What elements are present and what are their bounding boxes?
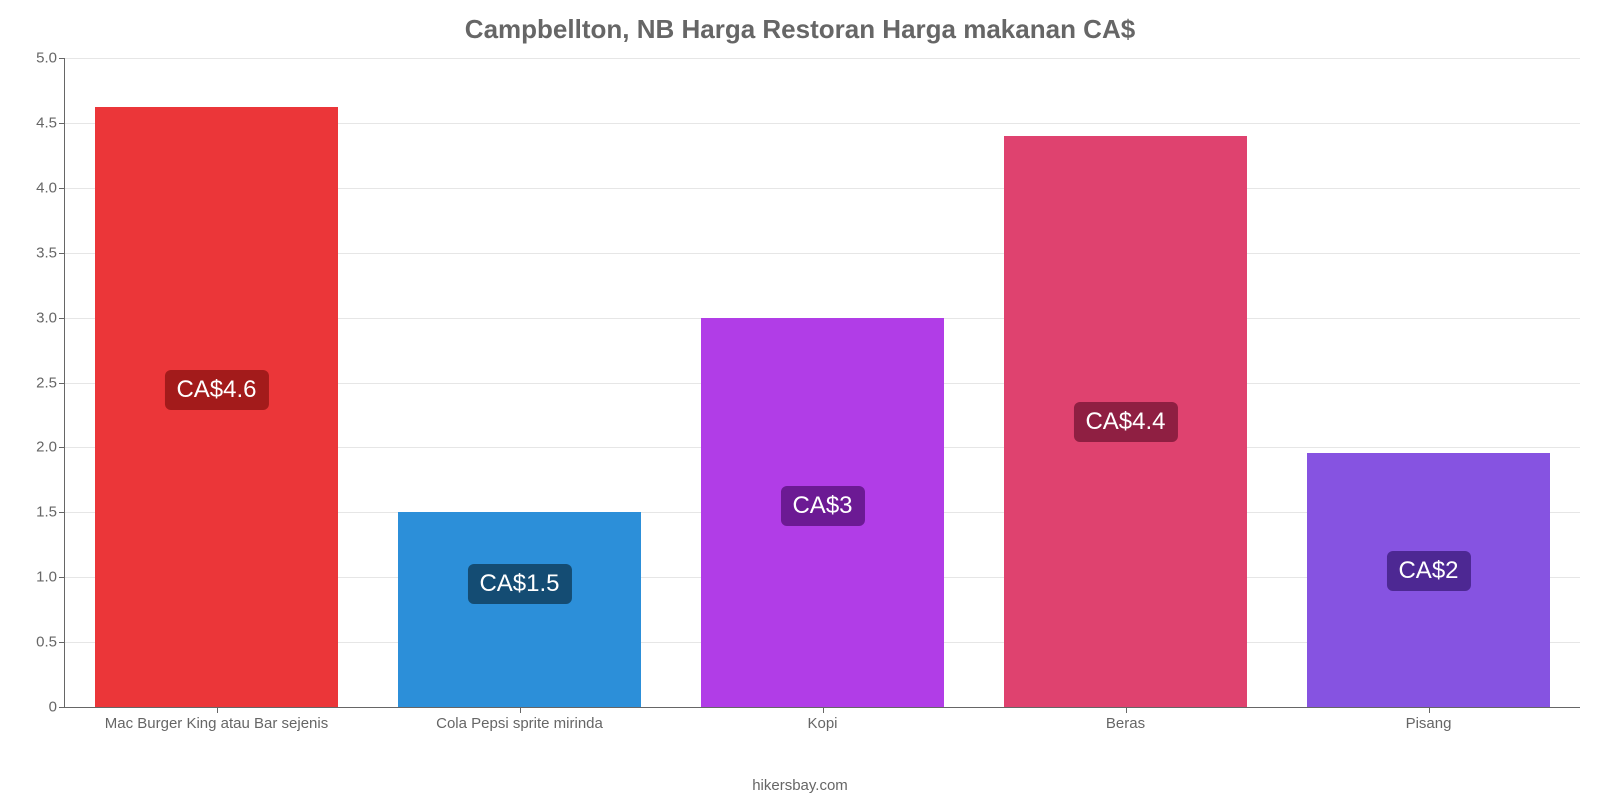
- xtick-label: Pisang: [1406, 707, 1452, 732]
- plot-area: 00.51.01.52.02.53.03.54.04.55.0Mac Burge…: [64, 58, 1580, 708]
- bar: [398, 512, 640, 707]
- ytick-label: 2.0: [36, 439, 65, 456]
- ytick-label: 3.0: [36, 309, 65, 326]
- xtick-label: Mac Burger King atau Bar sejenis: [105, 707, 328, 732]
- value-badge: CA$4.6: [164, 370, 268, 410]
- ytick-label: 1.5: [36, 504, 65, 521]
- gridline: [65, 58, 1580, 59]
- ytick-label: 5.0: [36, 50, 65, 67]
- xtick-label: Kopi: [807, 707, 837, 732]
- value-badge: CA$3: [780, 486, 864, 526]
- ytick-label: 2.5: [36, 374, 65, 391]
- value-badge: CA$2: [1386, 551, 1470, 591]
- plot-wrap: 00.51.01.52.02.53.03.54.04.55.0Mac Burge…: [30, 58, 1585, 738]
- value-badge: CA$1.5: [467, 564, 571, 604]
- ytick-label: 4.5: [36, 114, 65, 131]
- ytick-label: 1.0: [36, 569, 65, 586]
- ytick-label: 0: [49, 699, 65, 716]
- xtick-label: Cola Pepsi sprite mirinda: [436, 707, 603, 732]
- ytick-label: 4.0: [36, 179, 65, 196]
- xtick-label: Beras: [1106, 707, 1145, 732]
- ytick-label: 3.5: [36, 244, 65, 261]
- chart-title: Campbellton, NB Harga Restoran Harga mak…: [0, 0, 1600, 45]
- ytick-label: 0.5: [36, 634, 65, 651]
- chart-footer: hikersbay.com: [0, 777, 1600, 794]
- value-badge: CA$4.4: [1073, 402, 1177, 442]
